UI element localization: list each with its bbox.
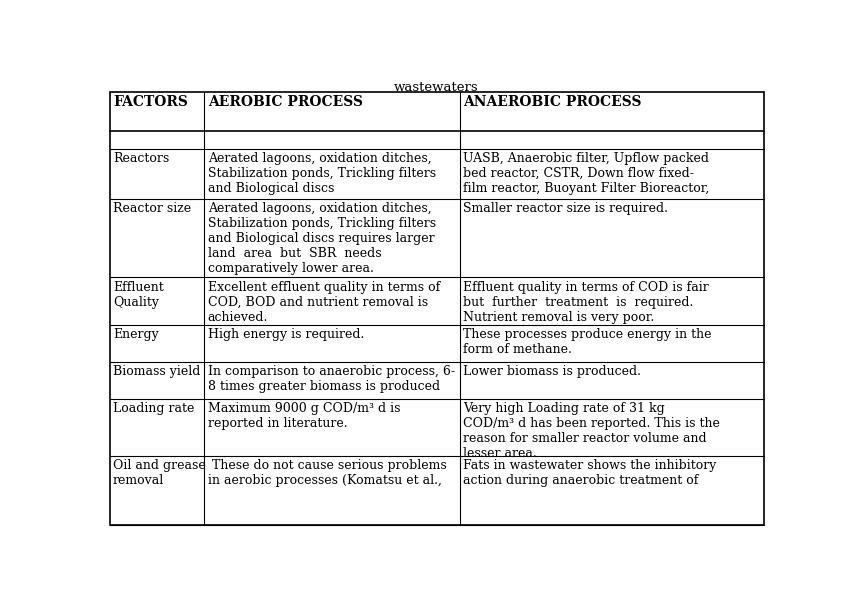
Text: Reactor size: Reactor size <box>113 202 191 215</box>
Text: FACTORS: FACTORS <box>113 95 188 109</box>
Text: Aerated lagoons, oxidation ditches,
Stabilization ponds, Trickling filters
and B: Aerated lagoons, oxidation ditches, Stab… <box>207 202 436 275</box>
Text: Effluent
Quality: Effluent Quality <box>113 280 163 308</box>
Text: Effluent quality in terms of COD is fair
but  further  treatment  is  required.
: Effluent quality in terms of COD is fair… <box>463 280 709 324</box>
Text: AEROBIC PROCESS: AEROBIC PROCESS <box>207 95 363 109</box>
Text: These do not cause serious problems
in aerobic processes (Komatsu et al.,: These do not cause serious problems in a… <box>207 459 446 487</box>
Text: Aerated lagoons, oxidation ditches,
Stabilization ponds, Trickling filters
and B: Aerated lagoons, oxidation ditches, Stab… <box>207 152 436 195</box>
Text: Lower biomass is produced.: Lower biomass is produced. <box>463 365 641 378</box>
Text: wastewaters: wastewaters <box>394 81 478 94</box>
Text: Smaller reactor size is required.: Smaller reactor size is required. <box>463 202 668 215</box>
Text: Maximum 9000 g COD/m³ d is
reported in literature.: Maximum 9000 g COD/m³ d is reported in l… <box>207 402 400 430</box>
Text: Oil and grease
removal: Oil and grease removal <box>113 459 206 487</box>
Text: UASB, Anaerobic filter, Upflow packed
bed reactor, CSTR, Down flow fixed-
film r: UASB, Anaerobic filter, Upflow packed be… <box>463 152 710 195</box>
Text: Fats in wastewater shows the inhibitory
action during anaerobic treatment of: Fats in wastewater shows the inhibitory … <box>463 459 717 487</box>
Text: Energy: Energy <box>113 329 159 342</box>
Text: ANAEROBIC PROCESS: ANAEROBIC PROCESS <box>463 95 642 109</box>
Text: In comparison to anaerobic process, 6-
8 times greater biomass is produced: In comparison to anaerobic process, 6- 8… <box>207 365 455 393</box>
Text: Biomass yield: Biomass yield <box>113 365 201 378</box>
Text: High energy is required.: High energy is required. <box>207 329 364 342</box>
Text: Excellent effluent quality in terms of
COD, BOD and nutrient removal is
achieved: Excellent effluent quality in terms of C… <box>207 280 440 324</box>
Text: These processes produce energy in the
form of methane.: These processes produce energy in the fo… <box>463 329 711 356</box>
Text: Very high Loading rate of 31 kg
COD/m³ d has been reported. This is the
reason f: Very high Loading rate of 31 kg COD/m³ d… <box>463 402 720 460</box>
Text: Reactors: Reactors <box>113 152 169 165</box>
Text: Loading rate: Loading rate <box>113 402 194 415</box>
